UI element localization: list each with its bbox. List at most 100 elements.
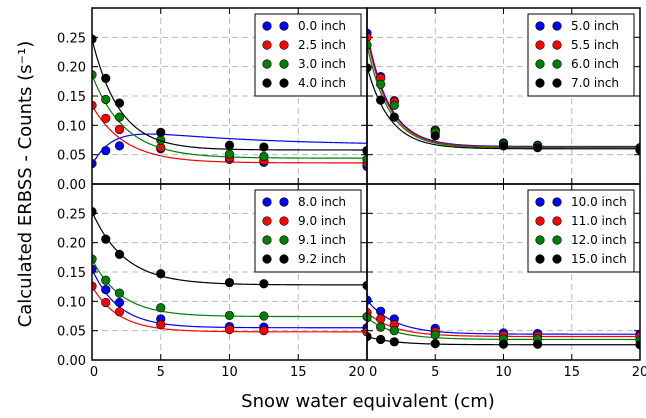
data-point: [533, 143, 543, 153]
data-point: [224, 310, 235, 321]
legend-marker: [262, 78, 272, 88]
legend-label: 4.0 inch: [298, 76, 346, 90]
legend-marker: [535, 40, 545, 50]
plot-area: [92, 206, 367, 337]
data-point: [362, 280, 367, 291]
data-point: [498, 141, 509, 151]
legend-marker: [552, 235, 562, 245]
legend-marker: [535, 21, 545, 31]
x-tick-label: 5: [157, 365, 165, 380]
legend-marker: [552, 59, 562, 69]
legend-marker: [279, 78, 289, 88]
legend-label: 0.0 inch: [298, 19, 346, 33]
legend-marker: [262, 21, 272, 31]
data-point: [389, 337, 399, 347]
y-tick-label: 0.10: [57, 119, 86, 134]
legend-marker: [279, 254, 289, 264]
y-tick-label: 0.00: [57, 354, 86, 369]
legend-marker: [535, 197, 545, 207]
data-point: [114, 249, 125, 259]
data-point: [156, 320, 166, 330]
legend-marker: [279, 21, 289, 31]
legend-marker: [552, 78, 562, 88]
data-point: [101, 275, 111, 285]
legend-marker: [535, 216, 545, 226]
y-tick-label: 0.15: [57, 266, 86, 281]
data-point: [389, 100, 399, 110]
y-tick-label: 0.00: [57, 178, 86, 193]
data-point: [362, 311, 367, 322]
data-point: [635, 340, 640, 350]
data-point: [533, 339, 543, 349]
data-point: [114, 297, 125, 308]
x-axis-label: Snow water equivalent (cm): [241, 391, 495, 412]
x-tick-label: 10: [495, 365, 512, 380]
data-point: [362, 327, 367, 337]
data-point: [114, 112, 125, 122]
legend-marker: [535, 59, 545, 69]
data-point: [376, 314, 386, 324]
data-point: [259, 326, 269, 336]
data-point: [376, 79, 386, 89]
data-point: [101, 285, 111, 295]
y-tick-label: 0.20: [57, 61, 86, 76]
legend-marker: [262, 197, 272, 207]
data-point: [92, 281, 97, 291]
data-point: [92, 158, 97, 169]
plot-area: [367, 295, 640, 350]
legend-label: 5.0 inch: [571, 19, 619, 33]
legend-box: [254, 13, 362, 97]
legend-marker: [262, 235, 272, 245]
data-point: [259, 151, 269, 162]
x-tick-label: 5: [431, 365, 439, 380]
legend-marker: [535, 235, 545, 245]
data-point: [114, 307, 125, 317]
data-point: [92, 100, 97, 110]
panel-2: 5.0 inch 5.5 inch 6.0 inch 7.0 inch: [366, 7, 641, 185]
panel-grid: 0.00 0.05 0.10 0.15 0.20 0.25 0.0 inch 2.5 inch…: [57, 7, 646, 380]
data-point: [114, 288, 125, 298]
data-point: [430, 131, 440, 141]
legend-marker: [552, 40, 562, 50]
legend-marker: [279, 59, 289, 69]
x-tick-label: 15: [290, 365, 307, 380]
legend-box: [527, 13, 635, 97]
y-tick-label: 0.10: [57, 295, 86, 310]
data-point: [156, 269, 166, 279]
data-point: [92, 70, 97, 80]
legend-label: 3.0 inch: [298, 57, 346, 71]
data-point: [114, 124, 125, 135]
data-point: [259, 311, 269, 321]
data-point: [92, 264, 97, 274]
data-point: [430, 338, 440, 349]
data-point: [362, 154, 367, 164]
y-tick-label: 0.20: [57, 237, 86, 252]
x-tick-label: 20: [632, 365, 646, 380]
legend-marker: [552, 197, 562, 207]
series-line: [92, 133, 367, 166]
legend-label: 9.1 inch: [298, 233, 346, 247]
legend-marker: [535, 78, 545, 88]
y-tick-label: 0.05: [57, 325, 86, 340]
data-point: [362, 145, 367, 156]
panel-3: 0.00 0.05 0.10 0.15 0.20 0.25 0 5 10 15 20 8.0 inch…: [57, 183, 368, 380]
data-point: [224, 277, 235, 288]
y-tick-label: 0.15: [57, 90, 86, 105]
x-tick-label: 10: [221, 365, 238, 380]
data-point: [635, 145, 640, 155]
data-point: [376, 334, 386, 345]
legend-marker: [279, 40, 289, 50]
data-point: [101, 94, 111, 105]
legend-marker: [262, 254, 272, 264]
data-point: [389, 112, 399, 122]
legend-marker: [262, 216, 272, 226]
legend-marker: [279, 197, 289, 207]
data-point: [92, 206, 97, 217]
legend-label: 12.0 inch: [571, 233, 627, 247]
legend-marker: [552, 216, 562, 226]
legend-marker: [552, 254, 562, 264]
data-point: [156, 303, 166, 313]
data-point: [114, 98, 125, 108]
x-tick-label: 15: [563, 365, 580, 380]
